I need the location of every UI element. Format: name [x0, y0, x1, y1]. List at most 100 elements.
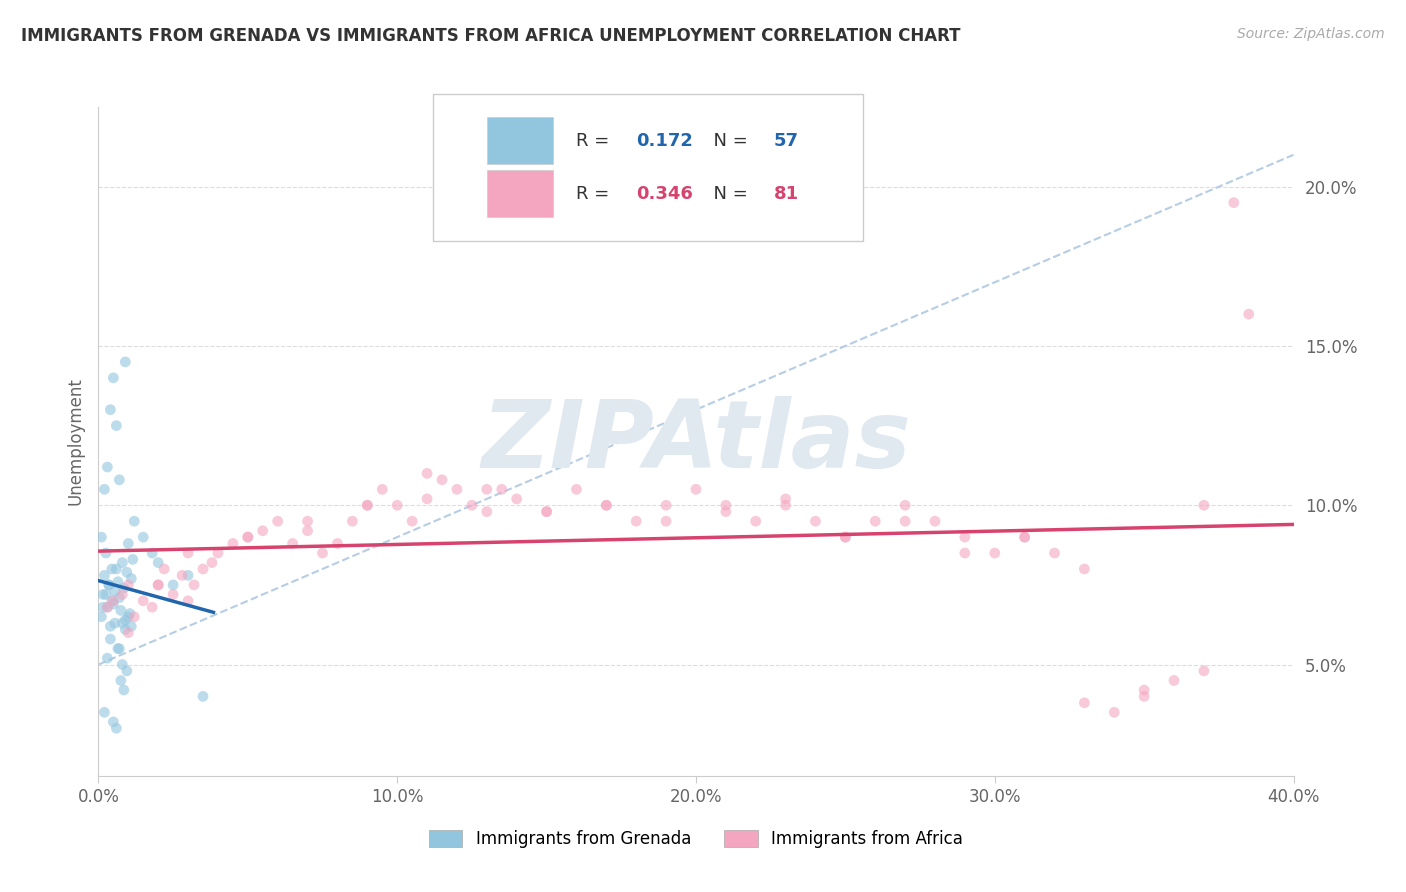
Point — [207, 546, 229, 560]
Point — [685, 483, 707, 497]
Point — [111, 556, 134, 570]
Point — [107, 641, 129, 656]
Point — [114, 613, 136, 627]
Point — [114, 355, 136, 369]
Point — [1192, 498, 1215, 512]
Point — [655, 498, 678, 512]
Point — [101, 594, 124, 608]
Point — [162, 578, 184, 592]
Point — [96, 600, 118, 615]
Point — [117, 578, 139, 592]
Point — [103, 594, 125, 608]
Text: 81: 81 — [773, 185, 799, 202]
Text: 0.346: 0.346 — [637, 185, 693, 202]
Point — [536, 505, 558, 519]
Point — [311, 546, 333, 560]
Text: N =: N = — [702, 132, 754, 150]
Point — [506, 491, 529, 506]
Point — [93, 483, 115, 497]
Point — [804, 514, 827, 528]
Point — [104, 616, 127, 631]
Point — [1237, 307, 1260, 321]
Point — [103, 714, 125, 729]
Point — [894, 498, 917, 512]
Point — [1014, 530, 1036, 544]
Point — [865, 514, 887, 528]
Point — [236, 530, 259, 544]
Point — [91, 587, 114, 601]
Point — [121, 552, 143, 566]
FancyBboxPatch shape — [486, 170, 553, 217]
Point — [536, 505, 558, 519]
Point — [655, 514, 678, 528]
Point — [775, 491, 797, 506]
Point — [117, 536, 139, 550]
Point — [96, 651, 118, 665]
Text: N =: N = — [702, 185, 754, 202]
Point — [110, 603, 132, 617]
Point — [105, 721, 128, 735]
Point — [132, 594, 155, 608]
Point — [148, 578, 170, 592]
Point — [1073, 562, 1095, 576]
Point — [172, 568, 194, 582]
Point — [745, 514, 768, 528]
Point — [595, 498, 617, 512]
Point — [148, 556, 170, 570]
Point — [141, 546, 163, 560]
Point — [183, 578, 205, 592]
Text: 0.172: 0.172 — [637, 132, 693, 150]
Text: IMMIGRANTS FROM GRENADA VS IMMIGRANTS FROM AFRICA UNEMPLOYMENT CORRELATION CHART: IMMIGRANTS FROM GRENADA VS IMMIGRANTS FR… — [21, 27, 960, 45]
Point — [103, 597, 125, 611]
Point — [222, 536, 245, 550]
Point — [93, 706, 115, 720]
Point — [110, 673, 132, 688]
Point — [120, 619, 142, 633]
Point — [430, 473, 453, 487]
Point — [115, 664, 138, 678]
Point — [94, 587, 117, 601]
Point — [98, 402, 122, 417]
Point — [111, 657, 134, 672]
Point — [475, 483, 498, 497]
Point — [1043, 546, 1066, 560]
Point — [401, 514, 423, 528]
Point — [281, 536, 304, 550]
Point — [984, 546, 1007, 560]
Point — [385, 498, 409, 512]
Point — [267, 514, 290, 528]
Point — [714, 498, 737, 512]
Point — [924, 514, 946, 528]
Point — [461, 498, 484, 512]
Point — [236, 530, 259, 544]
Point — [297, 514, 319, 528]
Point — [107, 574, 129, 589]
Point — [93, 568, 115, 582]
Point — [120, 572, 142, 586]
Point — [90, 609, 112, 624]
Text: ZIPAtlas: ZIPAtlas — [481, 395, 911, 488]
Point — [97, 578, 120, 592]
Point — [416, 467, 439, 481]
Point — [148, 578, 170, 592]
Y-axis label: Unemployment: Unemployment — [66, 377, 84, 506]
Point — [98, 619, 122, 633]
Point — [101, 562, 124, 576]
Point — [97, 578, 120, 592]
Point — [565, 483, 588, 497]
Point — [1133, 690, 1156, 704]
Text: R =: R = — [576, 132, 616, 150]
Point — [132, 530, 155, 544]
Point — [201, 556, 224, 570]
Point — [416, 491, 439, 506]
Point — [371, 483, 394, 497]
Point — [595, 498, 617, 512]
Point — [1073, 696, 1095, 710]
Point — [105, 418, 128, 433]
Point — [191, 562, 214, 576]
Point — [252, 524, 274, 538]
Point — [90, 530, 112, 544]
Text: Source: ZipAtlas.com: Source: ZipAtlas.com — [1237, 27, 1385, 41]
FancyBboxPatch shape — [433, 94, 863, 241]
Point — [112, 683, 135, 698]
